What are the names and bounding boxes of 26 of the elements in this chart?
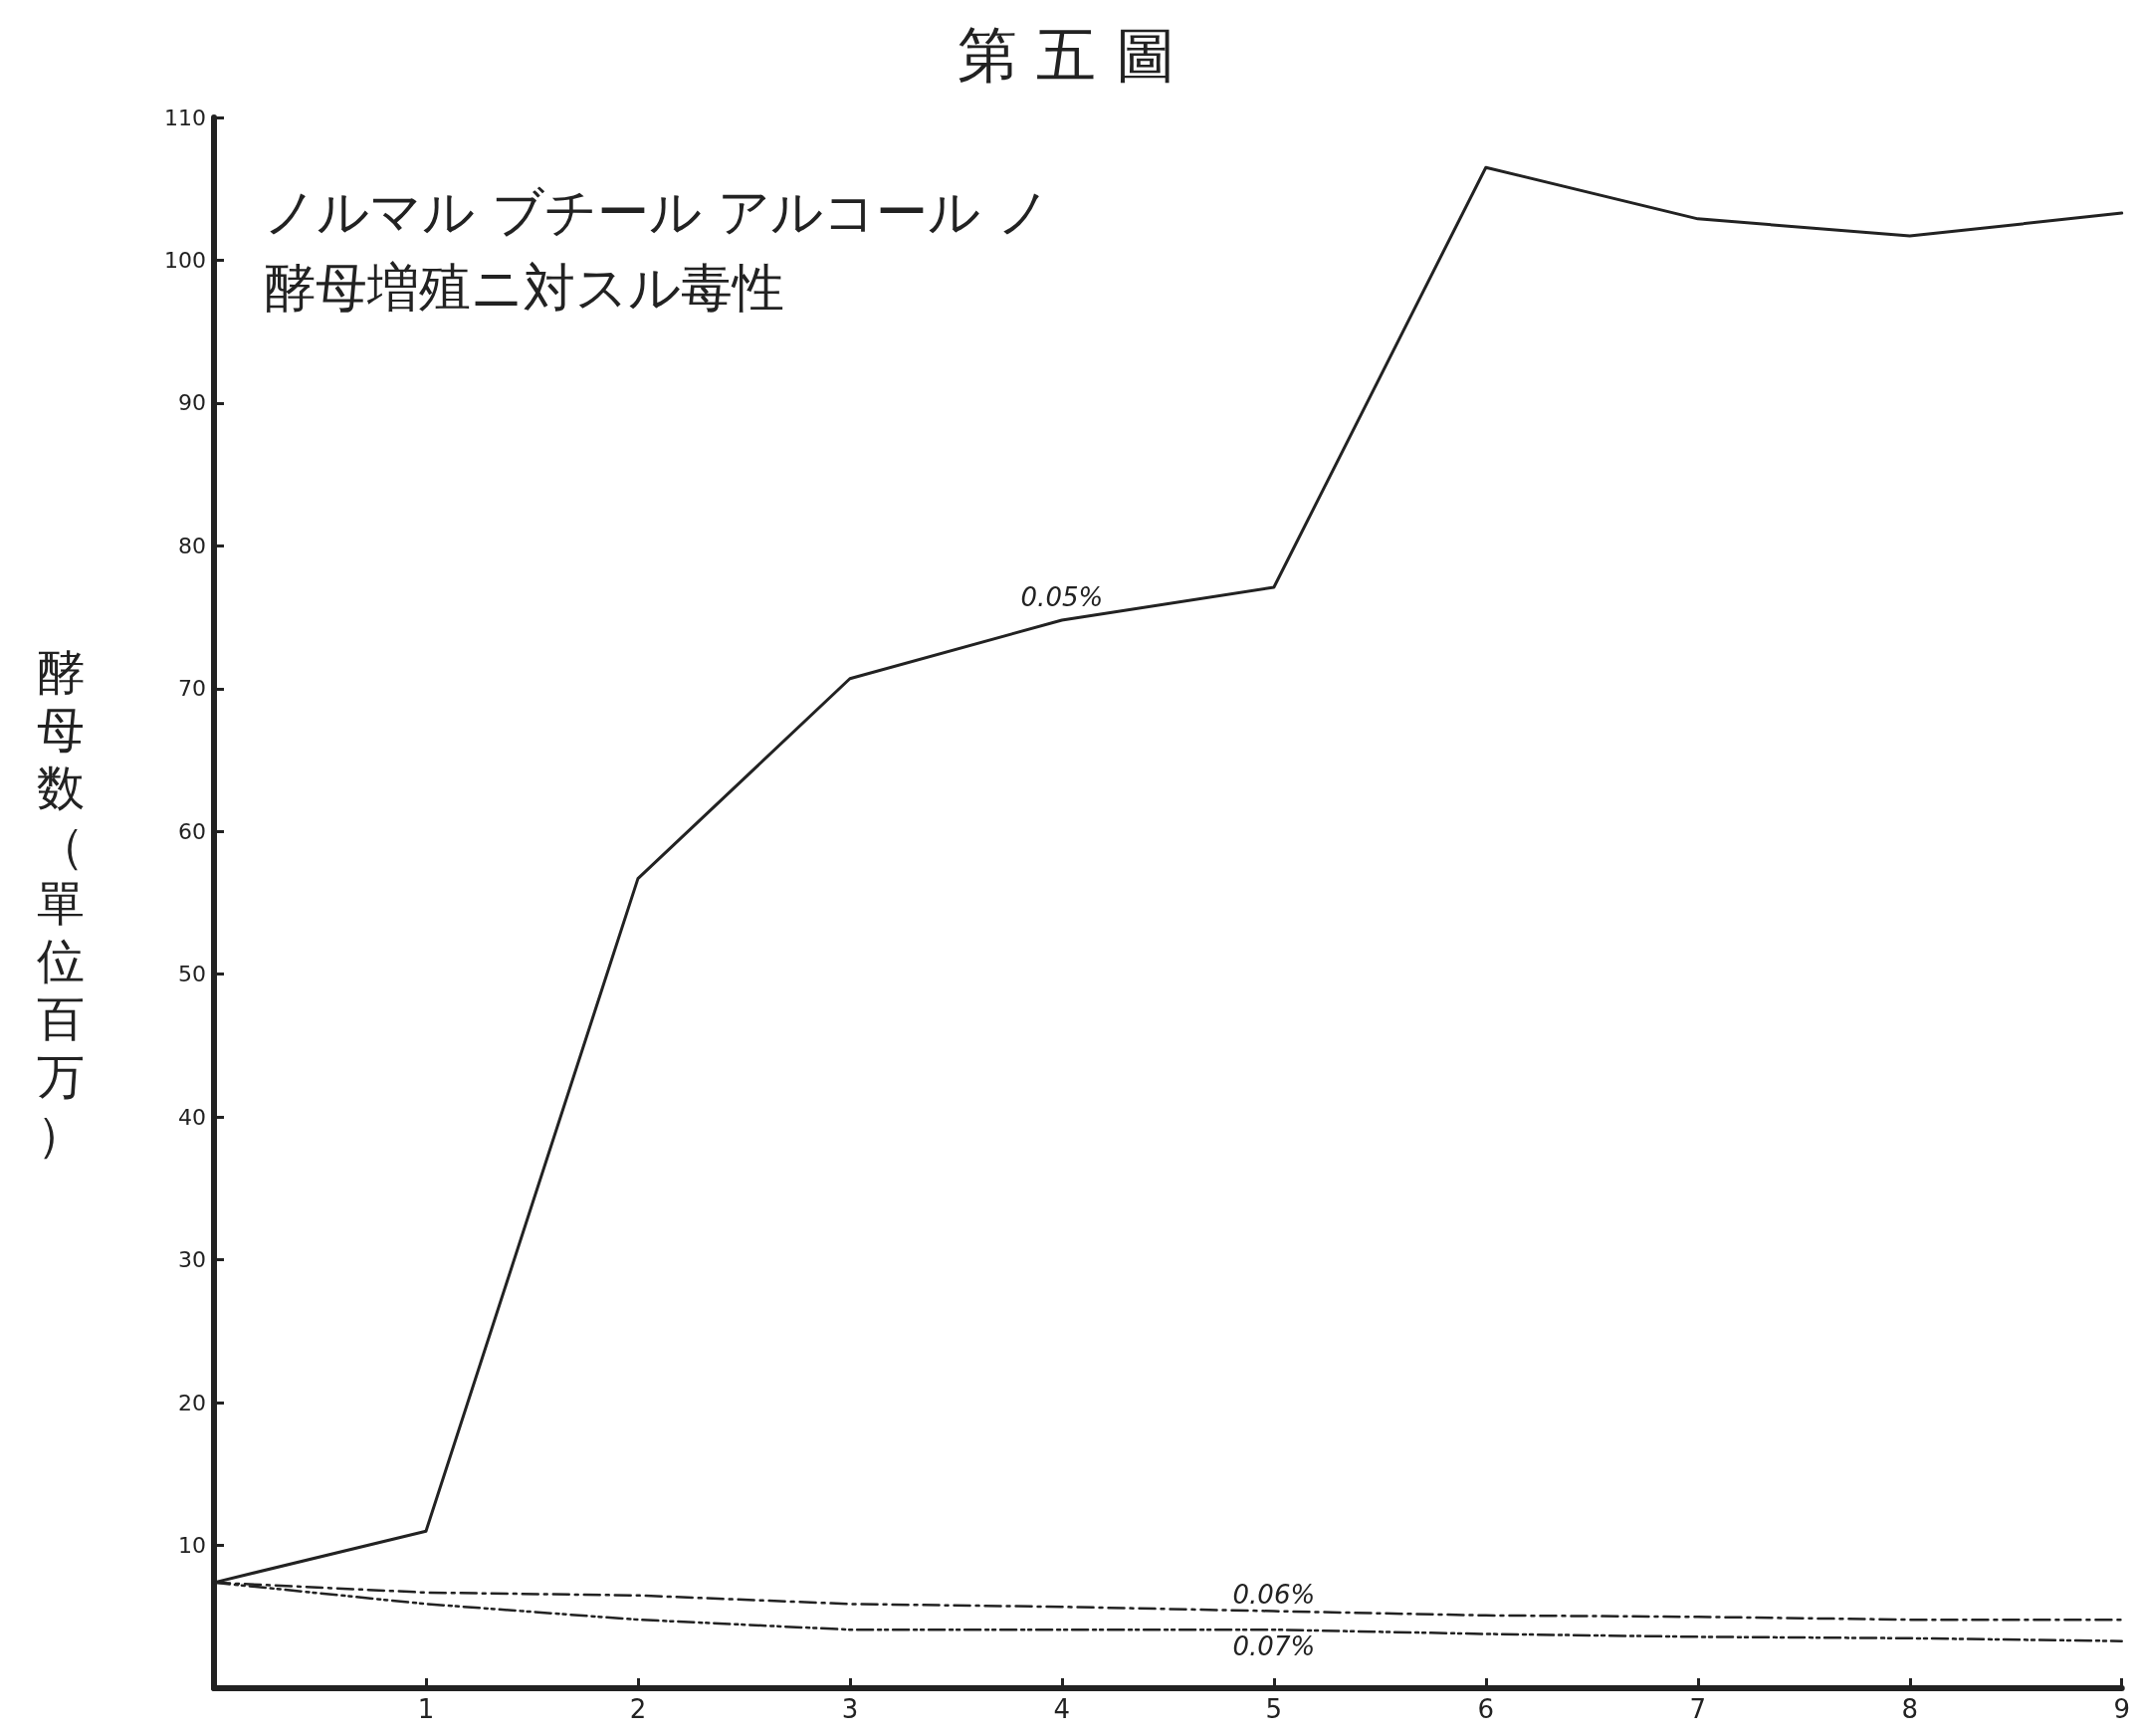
- y-tick-label: 40: [178, 1104, 206, 1130]
- y-tick-label: 70: [178, 676, 206, 702]
- y-tick-label: 80: [178, 533, 206, 558]
- text: ノルマル ブチール アルコール ノ酵母増殖ニ対スル毒性: [264, 182, 1050, 318]
- y-tick-label: 10: [178, 1533, 206, 1559]
- chart-title: 第 五 圖: [958, 20, 1175, 90]
- y-tick-label: 50: [178, 962, 206, 987]
- y-tick-label: 90: [178, 390, 206, 416]
- series-label: 0.05%: [1020, 581, 1104, 612]
- x-tick-label: 1: [417, 1694, 435, 1724]
- x-tick-label: 2: [629, 1694, 647, 1724]
- y-tick-label: 60: [178, 818, 206, 844]
- x-tick-label: 9: [2113, 1694, 2130, 1724]
- text: 酵母数（單位百万）: [37, 644, 85, 1162]
- x-tick-label: 7: [1689, 1694, 1707, 1724]
- x-tick-label: 5: [1265, 1694, 1283, 1724]
- series-label: 0.07%: [1232, 1631, 1316, 1662]
- x-tick-label: 6: [1477, 1694, 1495, 1724]
- x-tick-label: 4: [1053, 1694, 1071, 1724]
- y-tick-label: 20: [178, 1390, 206, 1415]
- x-tick-label: 3: [841, 1694, 859, 1724]
- y-tick-label: 100: [164, 247, 206, 273]
- series-label: 0.06%: [1232, 1579, 1316, 1610]
- y-tick-label: 30: [178, 1247, 206, 1273]
- y-tick-label: 110: [164, 105, 206, 130]
- x-tick-label: 8: [1901, 1694, 1919, 1724]
